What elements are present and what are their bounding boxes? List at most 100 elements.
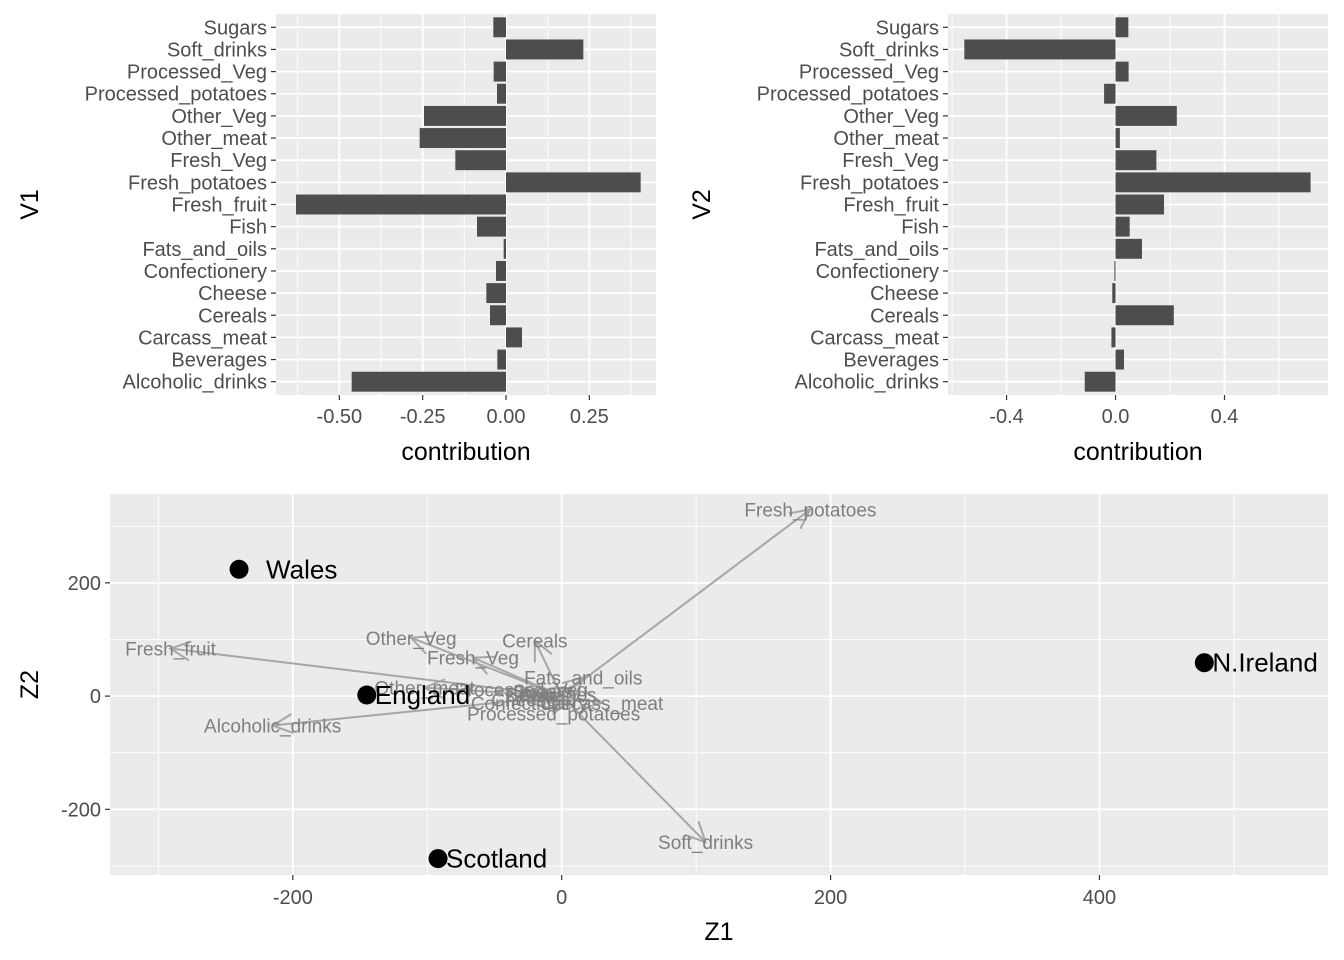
bar-alcoholic-drinks (351, 371, 506, 392)
point-label-england: England (375, 680, 470, 710)
x-tick-label: 0 (556, 887, 567, 909)
bar-fish (1115, 216, 1130, 237)
x-axis-title: contribution (401, 438, 530, 466)
arrow-head (561, 675, 585, 699)
bar-processed-veg (493, 61, 506, 82)
y-tick-label-other-meat: Other_meat (161, 128, 267, 150)
y-axis-title: V2 (688, 189, 716, 220)
arrow-label-sugars: Sugars (513, 682, 573, 703)
bar-fresh-potatoes (1115, 172, 1311, 193)
y-tick-label-other-veg: Other_Veg (171, 106, 267, 128)
y-tick-label-fresh-potatoes: Fresh_potatoes (128, 172, 267, 194)
y-tick-label-other-meat: Other_meat (833, 128, 939, 150)
arrow-fresh-potatoes (561, 507, 813, 697)
arrow-label-alcoholic-drinks: Alcoholic_drinks (204, 717, 341, 738)
y-tick-label-sugars: Sugars (876, 17, 939, 39)
y-tick-label-alcoholic-drinks: Alcoholic_drinks (794, 372, 939, 394)
bar-fresh-fruit (1115, 194, 1165, 215)
bar-sugars (493, 17, 506, 38)
arrow-head (533, 638, 553, 663)
bar-processed-potatoes (1104, 83, 1116, 104)
y-tick-label-processed-potatoes: Processed_potatoes (757, 84, 939, 106)
y-tick-label: -200 (61, 799, 101, 821)
arrow-head (422, 678, 446, 700)
x-tick-label: 0.25 (570, 406, 609, 428)
x-tick-label: 0.00 (487, 406, 526, 428)
y-tick-label-carcass-meat: Carcass_meat (138, 327, 267, 349)
panel-background (110, 494, 1328, 875)
x-tick-label: -0.50 (317, 406, 363, 428)
y-tick-label-confectionery: Confectionery (144, 261, 267, 283)
bar-fresh-veg (455, 150, 506, 171)
y-tick-label-alcoholic-drinks: Alcoholic_drinks (122, 372, 267, 394)
y-tick-label-beverages: Beverages (171, 350, 267, 372)
bar-soft-drinks (964, 39, 1116, 60)
x-tick-label: 0.0 (1102, 406, 1130, 428)
bar-carcass-meat (1111, 327, 1116, 348)
y-tick-label: 0 (90, 686, 101, 708)
x-tick-label: -0.25 (400, 406, 446, 428)
bar-fats-and-oils (503, 238, 506, 259)
y-tick-label-cheese: Cheese (870, 283, 939, 305)
y-tick-label-processed-potatoes: Processed_potatoes (85, 84, 267, 106)
y-tick-label-sugars: Sugars (204, 17, 267, 39)
arrow-label-processed-potatoes: Processed_potatoes (467, 705, 640, 726)
y-tick-label-fresh-veg: Fresh_Veg (170, 150, 267, 172)
bar-confectionery (1114, 260, 1116, 281)
arrow-head (788, 507, 813, 530)
x-tick-label: 200 (814, 887, 847, 909)
arrow-head (684, 821, 708, 844)
arrow-label-other-veg: Other_Veg (366, 629, 457, 650)
x-tick-label: -0.4 (989, 406, 1023, 428)
arrow-head (548, 687, 573, 708)
bar-fresh-veg (1115, 150, 1157, 171)
arrow-label-beverages: Beverages (506, 685, 597, 706)
y-tick-label-confectionery: Confectionery (816, 261, 939, 283)
arrow-head (540, 685, 565, 707)
bar-processed-potatoes (497, 83, 506, 104)
arrow-head (270, 713, 294, 734)
arrow-label-fats-and-oils: Fats_and_oils (524, 668, 642, 689)
y-tick-label-processed-veg: Processed_Veg (799, 62, 939, 84)
point-label-n-ireland: N.Ireland (1212, 648, 1318, 678)
bar-beverages (497, 349, 506, 370)
y-tick-label-fish: Fish (901, 217, 939, 239)
y-tick-label-processed-veg: Processed_Veg (127, 62, 267, 84)
bar-fresh-potatoes (506, 172, 641, 193)
arrow-carcass-meat (561, 689, 605, 711)
arrow-head (580, 689, 605, 711)
point-england (357, 685, 377, 705)
arrow-shaft (410, 636, 563, 698)
arrow-label-processed-veg: Processed_Veg (455, 680, 588, 701)
x-axis-title: Z1 (704, 918, 733, 946)
point-scotland (428, 849, 448, 869)
arrow-label-fresh-fruit: Fresh_fruit (125, 640, 217, 661)
y-tick-label-carcass-meat: Carcass_meat (810, 327, 939, 349)
y-tick-label: 200 (68, 573, 101, 595)
point-label-wales: Wales (266, 554, 337, 584)
y-tick-label-fresh-veg: Fresh_Veg (842, 150, 939, 172)
y-tick-label-fats-and-oils: Fats_and_oils (814, 239, 939, 261)
bar-other-meat (419, 128, 506, 149)
arrow-shaft (170, 647, 562, 698)
bar-alcoholic-drinks (1084, 371, 1116, 392)
y-tick-label-cheese: Cheese (198, 283, 267, 305)
arrow-label-fresh-potatoes: Fresh_potatoes (744, 500, 876, 521)
y-tick-label-other-veg: Other_Veg (843, 106, 939, 128)
bar-other-veg (424, 105, 506, 126)
v2-bar-chart: Alcoholic_drinksBeveragesCarcass_meatCer… (688, 14, 1328, 466)
bar-other-veg (1115, 105, 1177, 126)
arrow-label-confectionery: Confectionery (471, 694, 589, 715)
arrow-fresh-fruit (168, 640, 562, 698)
y-tick-label-cereals: Cereals (198, 305, 267, 327)
y-tick-label-fresh-fruit: Fresh_fruit (171, 195, 267, 217)
biplot-chart: Fresh_potatoes Fresh_fruit Alcoholic_drink… (16, 494, 1328, 946)
arrow-head (527, 688, 552, 710)
x-tick-label: -200 (273, 887, 313, 909)
y-tick-label-fish: Fish (229, 217, 267, 239)
arrow-label-soft-drinks: Soft_drinks (658, 833, 753, 854)
y-tick-label-fats-and-oils: Fats_and_oils (142, 239, 267, 261)
y-tick-label-fresh-potatoes: Fresh_potatoes (800, 172, 939, 194)
bar-other-meat (1115, 128, 1120, 149)
